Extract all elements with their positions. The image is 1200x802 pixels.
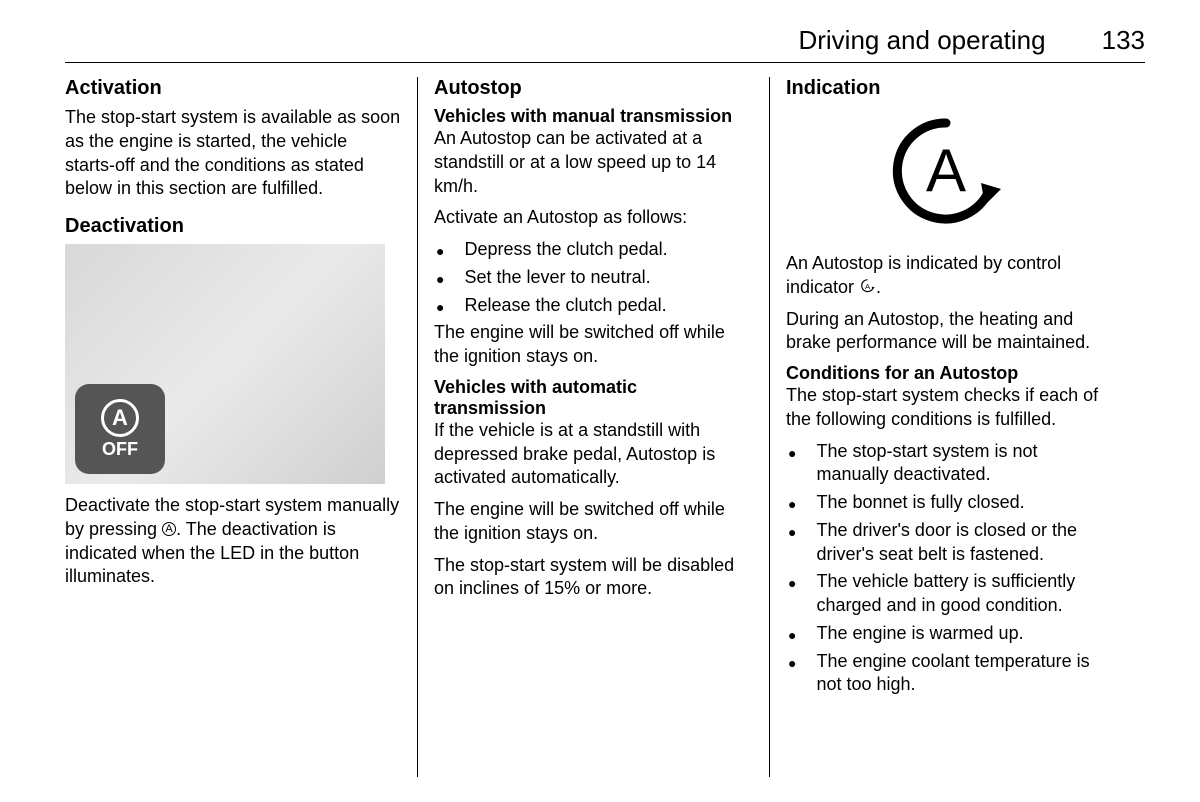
condition-text: The engine is warmed up. bbox=[816, 622, 1023, 646]
condition-text: The bonnet is fully closed. bbox=[816, 491, 1024, 515]
conditions-list: ● The stop-start system is not manually d… bbox=[786, 440, 1105, 698]
para-control-indicator: An Autostop is indicated by control indi… bbox=[786, 252, 1105, 300]
condition-item: ● The driver's door is closed or the driv… bbox=[786, 519, 1105, 567]
heading-auto-trans: Vehicles with automatic transmission bbox=[434, 377, 753, 419]
step-item: ● Depress the clutch pedal. bbox=[434, 238, 753, 262]
step-item: ● Release the clutch pedal. bbox=[434, 294, 753, 318]
content-columns: Activation The stop-start system is avai… bbox=[65, 77, 1145, 777]
heading-autostop: Autostop bbox=[434, 77, 753, 100]
condition-item: ● The vehicle battery is sufficiently cha… bbox=[786, 570, 1105, 618]
condition-item: ● The bonnet is fully closed. bbox=[786, 491, 1105, 515]
steps-list: ● Depress the clutch pedal. ● Set the leve… bbox=[434, 238, 753, 317]
autostop-inline-icon: A bbox=[859, 278, 876, 295]
para-activation: The stop-start system is available as so… bbox=[65, 106, 401, 201]
column-3: Indication A An Autostop is indicated by… bbox=[769, 77, 1121, 777]
bullet-icon: ● bbox=[788, 523, 796, 541]
para-deactivation: Deactivate the stop-start system manuall… bbox=[65, 494, 401, 589]
step-text: Set the lever to neutral. bbox=[464, 266, 650, 290]
column-1: Activation The stop-start system is avai… bbox=[65, 77, 417, 777]
page-number: 133 bbox=[1102, 25, 1145, 56]
image-deactivation-button: A OFF bbox=[65, 244, 385, 484]
condition-text: The vehicle battery is sufficiently char… bbox=[816, 570, 1105, 618]
bullet-icon: ● bbox=[788, 654, 796, 672]
heading-indication: Indication bbox=[786, 77, 1105, 100]
heading-manual-trans: Vehicles with manual transmission bbox=[434, 106, 753, 127]
heading-deactivation: Deactivation bbox=[65, 215, 401, 238]
heading-activation: Activation bbox=[65, 77, 401, 100]
step-text: Release the clutch pedal. bbox=[464, 294, 666, 318]
autostop-off-button-icon: A OFF bbox=[75, 384, 165, 474]
svg-text:A: A bbox=[926, 137, 966, 204]
para-incline: The stop-start system will be disabled o… bbox=[434, 554, 753, 602]
condition-item: ● The engine is warmed up. bbox=[786, 622, 1105, 646]
svg-text:A: A bbox=[865, 282, 871, 291]
condition-item: ● The stop-start system is not manually d… bbox=[786, 440, 1105, 488]
autostop-off-inline-icon: A bbox=[162, 522, 176, 536]
heading-conditions: Conditions for an Autostop bbox=[786, 363, 1105, 384]
condition-text: The driver's door is closed or the drive… bbox=[816, 519, 1105, 567]
para-manual: An Autostop can be activated at a stands… bbox=[434, 127, 753, 198]
bullet-icon: ● bbox=[788, 495, 796, 513]
para-during-autostop: During an Autostop, the heating and brak… bbox=[786, 308, 1105, 356]
step-item: ● Set the lever to neutral. bbox=[434, 266, 753, 290]
column-2: Autostop Vehicles with manual transmissi… bbox=[417, 77, 769, 777]
condition-item: ● The engine coolant temperature is not t… bbox=[786, 650, 1105, 698]
bullet-icon: ● bbox=[788, 626, 796, 644]
bullet-icon: ● bbox=[436, 298, 444, 316]
autostop-indicator-image: A bbox=[786, 106, 1106, 236]
bullet-icon: ● bbox=[436, 242, 444, 260]
page-header: Driving and operating 133 bbox=[65, 25, 1145, 63]
bullet-icon: ● bbox=[788, 574, 796, 592]
off-label: OFF bbox=[102, 439, 138, 460]
condition-text: The stop-start system is not manually de… bbox=[816, 440, 1105, 488]
step-text: Depress the clutch pedal. bbox=[464, 238, 667, 262]
control-text-1: An Autostop is indicated by control indi… bbox=[786, 253, 1061, 297]
para-engine-off-1: The engine will be switched off while th… bbox=[434, 321, 753, 369]
control-text-2: . bbox=[876, 277, 881, 297]
bullet-icon: ● bbox=[788, 444, 796, 462]
para-auto: If the vehicle is at a standstill with d… bbox=[434, 419, 753, 490]
condition-text: The engine coolant temperature is not to… bbox=[816, 650, 1105, 698]
bullet-icon: ● bbox=[436, 270, 444, 288]
para-engine-off-2: The engine will be switched off while th… bbox=[434, 498, 753, 546]
para-activate-follows: Activate an Autostop as follows: bbox=[434, 206, 753, 230]
para-conditions-intro: The stop-start system checks if each of … bbox=[786, 384, 1105, 432]
chapter-title: Driving and operating bbox=[798, 25, 1045, 56]
